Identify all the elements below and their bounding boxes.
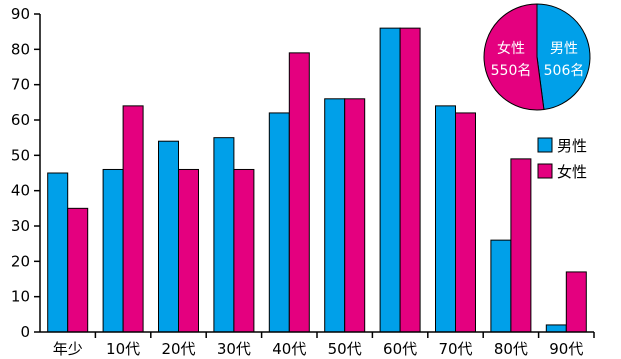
bar-female bbox=[122, 105, 144, 333]
x-category-label: 20代 bbox=[161, 340, 195, 358]
x-category-label: 60代 bbox=[383, 340, 417, 358]
x-category-label: 10代 bbox=[106, 340, 140, 358]
bar-male bbox=[102, 168, 124, 333]
legend-label: 男性 bbox=[557, 137, 587, 155]
pie-slice-female bbox=[483, 3, 545, 111]
x-category-label: 50代 bbox=[328, 340, 362, 358]
bar-female bbox=[565, 271, 587, 333]
bar-female bbox=[178, 168, 199, 333]
y-tick-label: 50 bbox=[11, 146, 30, 164]
y-tick-label: 80 bbox=[11, 40, 30, 58]
bar-female bbox=[288, 52, 310, 333]
x-category-label: 年少 bbox=[53, 340, 83, 358]
bar-male bbox=[545, 324, 567, 333]
y-tick-label: 40 bbox=[11, 182, 30, 200]
y-tick-label: 30 bbox=[11, 217, 30, 235]
y-tick-label: 70 bbox=[11, 76, 30, 94]
bar-male bbox=[324, 98, 346, 333]
legend-swatch bbox=[537, 137, 553, 153]
x-category-label: 80代 bbox=[494, 340, 528, 358]
bar-male bbox=[213, 137, 235, 333]
y-tick-label: 90 bbox=[11, 5, 30, 23]
pie-label-female-name: 女性 bbox=[497, 40, 525, 57]
gender-pie: 男性 506名 女性 550名 bbox=[483, 3, 591, 111]
bar-male bbox=[490, 239, 512, 333]
bar-female bbox=[67, 207, 89, 333]
bar-male bbox=[47, 172, 69, 333]
y-axis: 0 10 20 30 40 50 60 70 80 90 bbox=[11, 5, 41, 341]
bar-male bbox=[379, 27, 401, 333]
bar-female bbox=[510, 158, 532, 333]
pie-slice-male bbox=[536, 3, 591, 111]
bar-female bbox=[344, 98, 366, 333]
y-tick-label: 10 bbox=[11, 288, 30, 306]
legend-swatch bbox=[537, 163, 553, 179]
bar-female bbox=[233, 168, 255, 333]
bar-male bbox=[435, 105, 456, 333]
bar-male bbox=[158, 140, 179, 333]
x-category-label: 40代 bbox=[272, 340, 306, 358]
pie-label-male-count: 506名 bbox=[544, 63, 585, 79]
y-tick-label: 60 bbox=[11, 111, 30, 129]
legend-label: 女性 bbox=[557, 163, 587, 181]
bar-female bbox=[399, 27, 421, 333]
y-tick-label: 0 bbox=[20, 323, 30, 341]
bar-male bbox=[268, 112, 290, 333]
pie-label-male-name: 男性 bbox=[550, 41, 578, 57]
pie-label-female-count: 550名 bbox=[491, 63, 532, 79]
x-category-label: 90代 bbox=[549, 340, 583, 358]
x-category-label: 70代 bbox=[438, 340, 472, 358]
bar-female bbox=[455, 112, 476, 333]
y-tick-label: 20 bbox=[11, 252, 30, 270]
x-category-label: 30代 bbox=[217, 340, 251, 358]
x-axis: 年少 10代 20代 30代 40代 50代 60代 70代 80代 90代 bbox=[40, 331, 595, 358]
